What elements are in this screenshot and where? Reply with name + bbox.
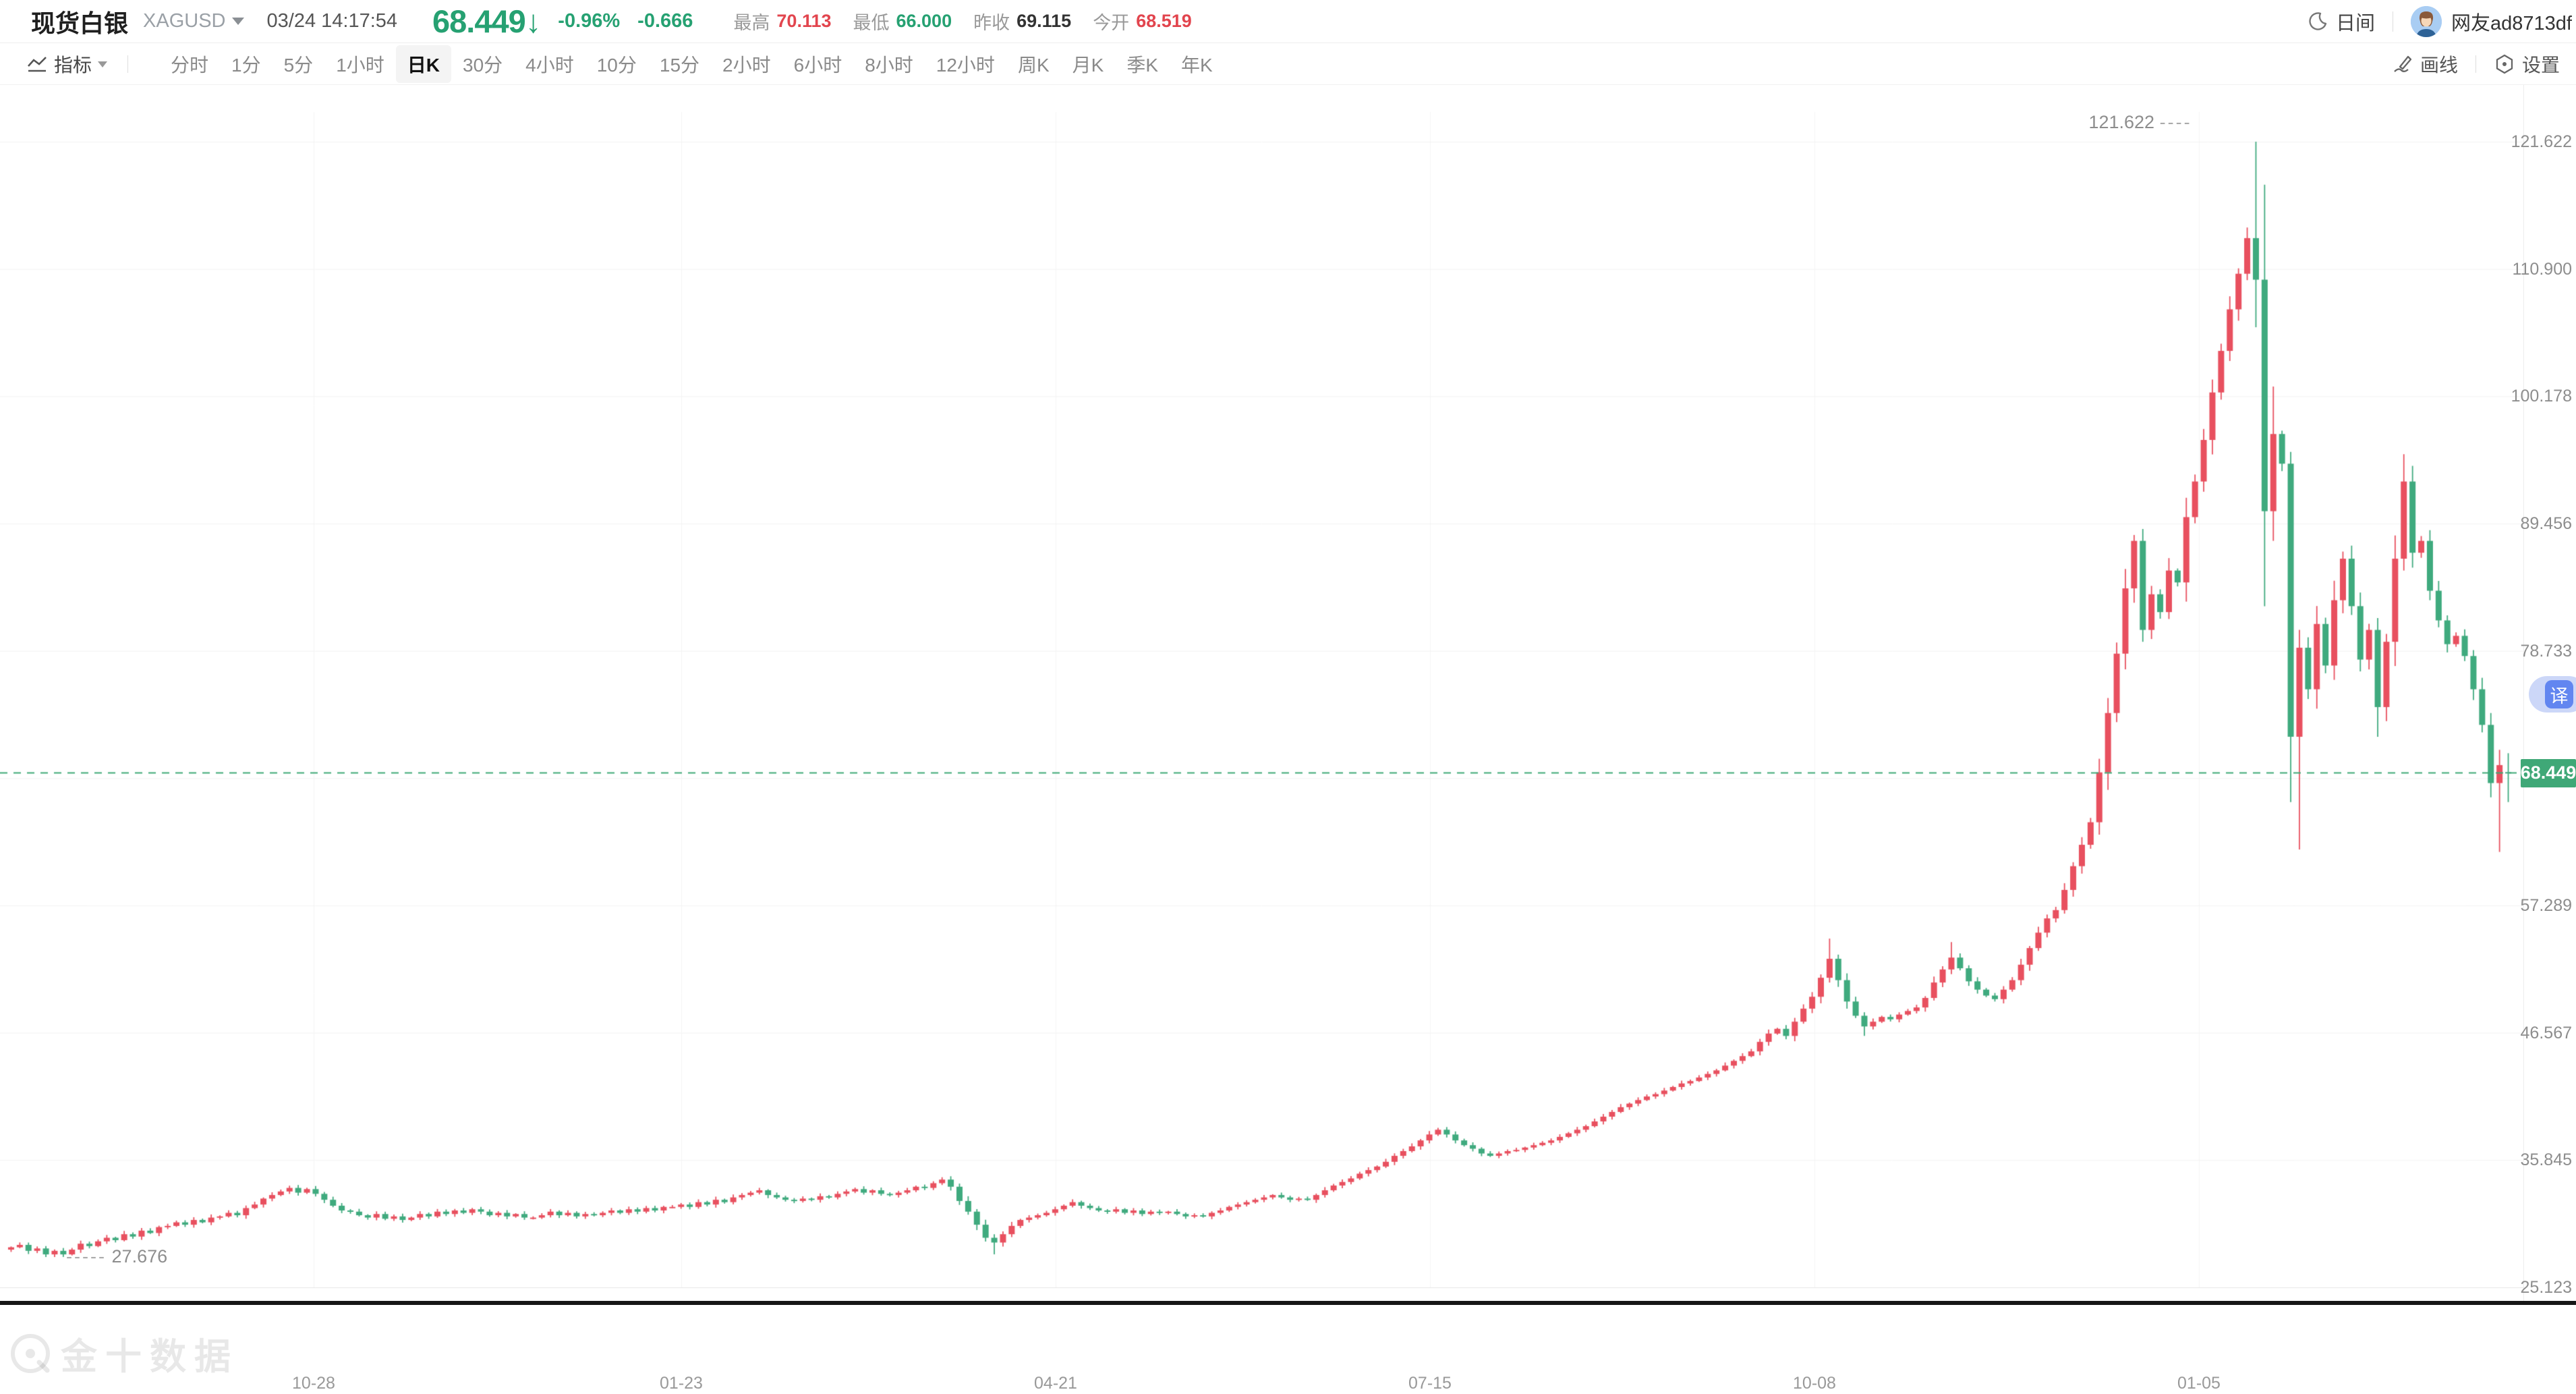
quote-stats: 最高 70.113 最低 66.000 昨收 69.115 今开 68.519 <box>733 8 1213 34</box>
stat-label: 最低 <box>853 13 890 33</box>
chevron-down-icon <box>98 61 108 67</box>
high-annotation: 121.622 ---- <box>2088 112 2192 132</box>
toolbar-right: 画线 设置 <box>2392 51 2576 78</box>
timeframe-button[interactable]: 2小时 <box>711 45 782 83</box>
timeframe-button[interactable]: 季K <box>1115 45 1170 83</box>
date-label: 10-08 <box>1793 1374 1836 1393</box>
price-tick: 78.733 <box>2520 641 2572 661</box>
timeframe-button[interactable]: 分时 <box>159 45 220 83</box>
quote-stat: 昨收 69.115 <box>973 8 1071 34</box>
stat-label: 昨收 <box>973 13 1010 33</box>
candles-canvas[interactable] <box>0 85 2523 1305</box>
page-title: 现货白银 <box>31 9 129 37</box>
symbol-label: XAGUSD <box>143 10 226 32</box>
price-tick: 25.123 <box>2520 1277 2572 1297</box>
price-tick: 35.845 <box>2520 1150 2572 1170</box>
price-tick: 100.178 <box>2511 387 2572 406</box>
current-price-tag: 68.449 <box>2521 758 2576 787</box>
timeframe-button[interactable]: 月K <box>1061 45 1116 83</box>
avatar-image <box>2411 5 2442 37</box>
price-tick: 89.456 <box>2520 513 2572 533</box>
quote-stat: 最低 66.000 <box>853 8 952 34</box>
indicator-label: 指标 <box>54 55 92 76</box>
price-down-arrow-icon: ↓ <box>525 3 541 39</box>
divider <box>2475 55 2476 73</box>
low-annotation: ----- 27.676 <box>66 1246 168 1267</box>
chevron-down-icon <box>231 18 244 25</box>
timeframe-bar: 分时 1分 5分 1小时 日K 30分 4小时 10分 15分 2小时 6小时 8小时 12小时 周K 月K… <box>159 45 1224 83</box>
watermark-text: 金十数据 <box>61 1337 239 1377</box>
username[interactable]: 网友ad8713df <box>2451 12 2572 34</box>
bottom-edge-bar <box>0 1301 2576 1305</box>
quote-timestamp: 03/24 14:17:54 <box>266 10 398 32</box>
stat-value: 66.000 <box>896 11 952 31</box>
timeframe-button[interactable]: 年K <box>1170 45 1224 83</box>
settings-button[interactable]: 设置 <box>2494 51 2560 78</box>
pen-icon <box>2394 55 2412 72</box>
timeframe-button[interactable]: 1小时 <box>324 45 396 83</box>
stat-label: 最高 <box>733 13 770 33</box>
settings-label: 设置 <box>2521 55 2560 76</box>
last-price: 68.449↓ <box>432 3 541 39</box>
divider <box>127 55 129 73</box>
low-annotation-dashes: ----- <box>66 1246 107 1267</box>
date-label: 01-05 <box>2177 1374 2221 1393</box>
header-left: 现货白银 XAGUSD 03/24 14:17:54 68.449↓ -0.96… <box>0 3 2306 40</box>
candlestick-chart[interactable]: 金十数据 <box>0 85 2523 1377</box>
timeframe-button[interactable]: 6小时 <box>782 45 854 83</box>
timeframe-button[interactable]: 12小时 <box>925 45 1006 83</box>
indicator-line-icon <box>28 57 47 72</box>
header-right: 日间 网友ad8713df <box>2306 5 2576 37</box>
timeframe-button[interactable]: 8小时 <box>853 45 925 83</box>
avatar[interactable] <box>2411 5 2442 37</box>
draw-line-button[interactable]: 画线 <box>2392 51 2458 78</box>
date-label: 01-23 <box>660 1374 703 1393</box>
watermark: 金十数据 <box>9 1327 239 1380</box>
jin10-logo-icon <box>11 1333 50 1373</box>
chart-toolbar: 指标 分时 1分 5分 1小时 日K 30分 4小时 10分 15分 2小时 6小时 8小时 12小时周… <box>0 44 2576 85</box>
quote-stat: 最高 70.113 <box>733 8 831 34</box>
moon-icon <box>2309 11 2327 30</box>
quote-stat: 今开 68.519 <box>1093 8 1192 34</box>
draw-line-label: 画线 <box>2420 55 2458 76</box>
timeframe-button[interactable]: 15分 <box>648 45 711 83</box>
timeframe-button[interactable]: 10分 <box>585 45 648 83</box>
price-tick: 121.622 <box>2511 132 2572 151</box>
indicator-menu[interactable]: 指标 <box>27 51 108 78</box>
timeframe-button[interactable]: 日K <box>395 45 451 83</box>
timeframe-button[interactable]: 5分 <box>273 45 325 83</box>
timeframe-button[interactable]: 4小时 <box>514 45 585 83</box>
change-percent: -0.96% <box>558 10 621 32</box>
price-tick: 46.567 <box>2520 1023 2572 1042</box>
date-axis: 10-28 01-23 04-21 07-15 10-08 01-05 <box>0 1374 2523 1394</box>
high-annotation-dashes: ---- <box>2159 112 2192 132</box>
timeframe-button[interactable]: 周K <box>1006 45 1061 83</box>
translate-icon: 译 <box>2545 680 2573 708</box>
theme-toggle[interactable]: 日间 <box>2306 7 2375 36</box>
price-axis[interactable]: 121.622 110.900 100.178 89.456 78.733 57.289 4… <box>2511 85 2576 1305</box>
stat-value: 70.113 <box>776 11 832 31</box>
price-tick: 57.289 <box>2520 895 2572 915</box>
symbol-selector[interactable]: XAGUSD <box>143 10 244 32</box>
gear-icon <box>2496 54 2513 74</box>
date-label: 10-28 <box>292 1374 335 1393</box>
date-label: 04-21 <box>1034 1374 1077 1393</box>
price-tick: 110.900 <box>2512 259 2572 279</box>
header: 现货白银 XAGUSD 03/24 14:17:54 68.449↓ -0.96… <box>0 0 2576 43</box>
translate-button[interactable]: 译 <box>2529 676 2576 713</box>
date-label: 07-15 <box>1408 1374 1452 1393</box>
timeframe-button[interactable]: 30分 <box>451 45 514 83</box>
stat-label: 今开 <box>1093 13 1130 33</box>
stat-value: 69.115 <box>1017 11 1072 31</box>
stat-value: 68.519 <box>1136 11 1192 31</box>
change-value: -0.666 <box>637 10 693 32</box>
timeframe-button[interactable]: 1分 <box>220 45 273 83</box>
theme-toggle-label: 日间 <box>2336 12 2376 34</box>
